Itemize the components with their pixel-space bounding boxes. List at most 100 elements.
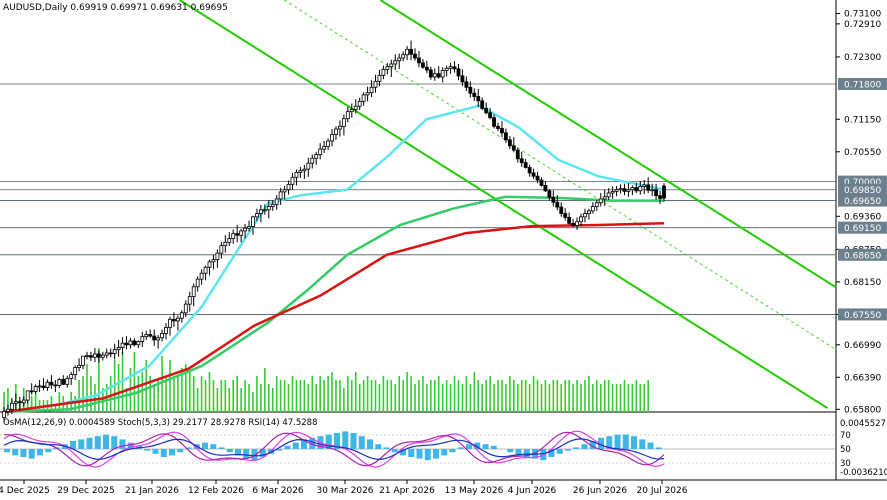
moving-average-line: [3, 104, 665, 414]
level-label: 0.69850: [844, 186, 881, 196]
osma-bar: [490, 445, 497, 449]
osma-bar: [20, 449, 27, 457]
date-label: 13 May 2026: [445, 486, 504, 496]
price-tick-label: 0.72910: [844, 20, 881, 30]
trend-line: [284, 0, 837, 350]
level-label-box: [838, 221, 887, 234]
osma-bar: [309, 437, 316, 449]
candle-body: [10, 402, 14, 410]
date-label: 4 Dec 2025: [0, 486, 50, 496]
candle-body: [409, 48, 413, 55]
osma-bar: [325, 434, 332, 449]
candle-body: [168, 318, 172, 328]
osma-bar: [433, 449, 439, 459]
candle-body: [417, 57, 421, 64]
candle-body: [377, 74, 382, 82]
candle-body: [547, 190, 552, 198]
candle-body: [140, 336, 145, 342]
candle-body: [401, 54, 406, 59]
candle-body: [148, 334, 153, 337]
candle-body: [255, 213, 259, 218]
level-label-box: [838, 183, 887, 196]
candle-body: [658, 195, 662, 199]
candle-body: [563, 213, 568, 218]
osma-bar: [655, 447, 662, 449]
candle-body: [191, 286, 196, 297]
candle-body: [341, 118, 346, 127]
osma-bar: [573, 447, 580, 449]
candle-body: [535, 175, 540, 181]
moving-average-line: [3, 195, 664, 414]
level-label: 0.68650: [844, 251, 881, 261]
candle-body: [172, 318, 176, 322]
candle-body: [567, 216, 572, 224]
osma-bar: [449, 449, 456, 453]
candle-body: [654, 189, 658, 197]
candle-body: [258, 209, 263, 214]
candle-body: [606, 192, 611, 198]
chart-title: AUDUSD,Daily 0.69919 0.69971 0.69631 0.6…: [3, 3, 228, 13]
osma-bar: [523, 449, 530, 457]
candle-body: [630, 187, 635, 191]
candle-body: [199, 272, 204, 280]
candle-body: [650, 189, 655, 192]
osma-bar: [589, 441, 596, 449]
candle-body: [594, 202, 599, 207]
candle-body: [318, 148, 323, 155]
candle-body: [144, 334, 149, 338]
date-label: 6 Mar 2026: [252, 486, 304, 496]
candle-body: [152, 335, 157, 341]
candle-body: [322, 145, 327, 150]
candle-body: [164, 327, 168, 334]
candle-body: [579, 216, 583, 223]
level-label: 0.70000: [844, 178, 881, 188]
osma-bar: [598, 437, 604, 449]
osma-bar: [400, 449, 406, 456]
candle-body: [262, 209, 267, 212]
candle-body: [92, 353, 97, 358]
osma-bar: [86, 437, 93, 449]
stochastic-signal-line: [4, 431, 665, 467]
candle-body: [330, 134, 334, 142]
candle-body: [290, 176, 295, 185]
candle-body: [116, 347, 121, 351]
candle-body: [251, 216, 255, 227]
candle-body: [385, 66, 390, 70]
level-label-box: [838, 194, 887, 207]
candle-body: [334, 128, 338, 135]
candle-body: [500, 128, 504, 134]
osma-bar: [391, 449, 398, 453]
candle-body: [100, 354, 105, 358]
candle-body: [484, 108, 489, 114]
indicator-tick-label: -0.0036210: [840, 468, 887, 478]
price-tick-label: 0.66390: [844, 373, 881, 383]
candle-body: [413, 53, 417, 59]
candle-body: [389, 63, 394, 68]
osma-bar: [507, 449, 514, 453]
osma-bar: [556, 449, 563, 454]
osma-bar: [251, 449, 258, 461]
candle-body: [2, 411, 6, 418]
trend-line: [379, 0, 837, 289]
osma-bar: [202, 442, 208, 449]
candle-body: [393, 60, 398, 65]
osma-bar: [284, 445, 291, 449]
candle-body: [428, 69, 433, 78]
candle-body: [436, 73, 441, 78]
osma-bar: [474, 442, 481, 449]
candle-body: [211, 259, 216, 263]
candle-body: [266, 206, 271, 211]
candle-body: [298, 170, 303, 173]
candle-body: [373, 80, 378, 88]
osma-bar: [631, 436, 637, 449]
candle-body: [480, 100, 485, 109]
candle-body: [41, 385, 46, 389]
date-label: 30 Mar 2026: [316, 486, 373, 496]
candle-body: [231, 233, 236, 239]
osma-bar: [119, 439, 126, 449]
level-label-box: [838, 308, 887, 321]
osma-bar: [45, 449, 52, 453]
osma-bar: [367, 439, 373, 449]
osma-bar: [614, 434, 621, 449]
